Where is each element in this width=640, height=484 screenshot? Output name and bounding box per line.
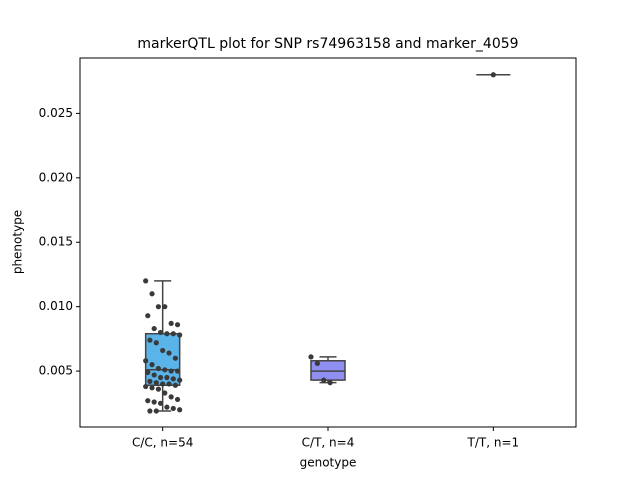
data-point: [155, 304, 162, 310]
y-axis-label: phenotype: [11, 210, 25, 274]
data-point: [153, 380, 159, 386]
data-point: [170, 405, 176, 412]
data-point: [151, 399, 157, 405]
y-tick-label: 0.025: [39, 106, 73, 120]
data-point: [145, 369, 151, 375]
data-point: [168, 394, 174, 400]
data-point: [162, 390, 168, 396]
data-point: [490, 72, 496, 78]
data-point: [157, 400, 164, 406]
data-point: [157, 374, 164, 381]
data-point: [164, 404, 170, 410]
data-point: [162, 367, 168, 373]
data-point: [147, 337, 153, 343]
data-point: [153, 408, 159, 414]
chart-title: markerQTL plot for SNP rs74963158 and ma…: [137, 36, 518, 52]
data-point: [177, 377, 183, 383]
data-point: [177, 407, 183, 413]
data-point: [149, 385, 155, 391]
data-point: [155, 386, 162, 392]
data-point: [149, 291, 155, 297]
data-point: [321, 377, 327, 383]
x-axis-label: genotype: [300, 456, 357, 470]
data-point: [170, 331, 176, 337]
data-point: [177, 332, 183, 338]
data-point: [143, 383, 149, 390]
y-tick-label: 0.015: [39, 235, 73, 249]
data-point: [160, 381, 166, 387]
data-point: [143, 358, 149, 364]
data-point: [174, 396, 181, 403]
data-point: [172, 355, 179, 361]
data-point: [166, 350, 172, 356]
data-point: [164, 331, 170, 337]
data-point: [168, 320, 174, 327]
y-tick-label: 0.020: [39, 170, 73, 184]
data-point: [174, 322, 181, 328]
data-point: [168, 368, 174, 374]
data-point: [172, 382, 179, 388]
x-tick-label: C/C, n=54: [132, 436, 193, 450]
data-point: [155, 365, 162, 372]
data-point: [162, 304, 168, 310]
data-point: [314, 360, 320, 366]
y-tick-label: 0.005: [39, 364, 73, 378]
data-point: [151, 372, 157, 378]
data-point: [166, 381, 172, 387]
data-point: [151, 325, 157, 332]
x-tick-label: C/T, n=4: [302, 436, 355, 450]
data-point: [174, 368, 181, 374]
data-point: [170, 376, 176, 382]
data-point: [147, 378, 153, 384]
data-point: [143, 278, 149, 284]
data-point: [145, 398, 151, 404]
x-tick-label: T/T, n=1: [467, 436, 520, 450]
data-point: [160, 347, 166, 354]
data-point: [149, 362, 155, 368]
data-point: [145, 313, 151, 319]
data-point: [327, 380, 333, 386]
data-point: [164, 374, 170, 381]
data-point: [308, 354, 314, 360]
data-point: [153, 340, 159, 346]
y-tick-label: 0.010: [39, 299, 73, 313]
data-point: [147, 408, 153, 414]
data-point: [157, 329, 164, 336]
